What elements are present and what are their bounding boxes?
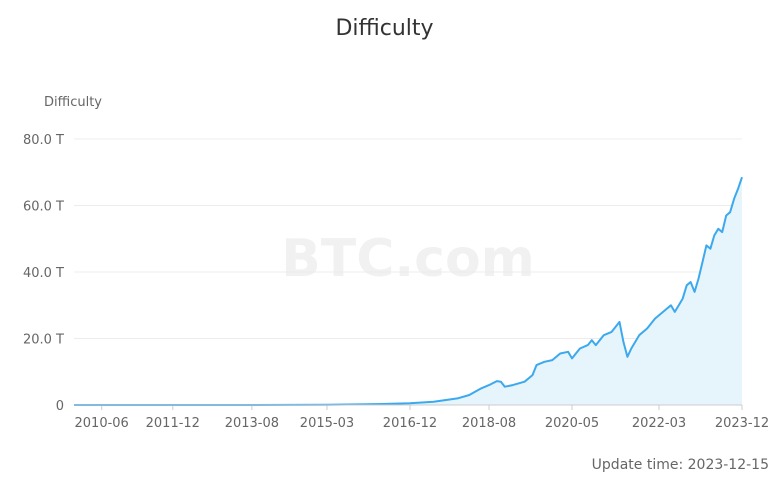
update-time-date: 2023-12-15 bbox=[687, 457, 769, 473]
y-tick-label: 60.0 T bbox=[23, 200, 64, 215]
y-axis-title: Difficulty bbox=[44, 95, 102, 110]
update-time-label: Update time: bbox=[591, 457, 684, 473]
x-tick-label: 2023-12 bbox=[715, 416, 769, 431]
difficulty-area bbox=[74, 177, 742, 405]
x-axis-ticks: 2010-06 2011-12 2013-08 2015-03 2016-12 2018-… bbox=[75, 405, 769, 431]
chart-title: Difficulty bbox=[335, 16, 434, 41]
y-tick-label: 40.0 T bbox=[23, 266, 64, 281]
grid-lines bbox=[74, 138, 742, 339]
x-tick-label: 2011-12 bbox=[146, 416, 200, 431]
x-tick-label: 2020-05 bbox=[545, 416, 599, 431]
x-tick-label: 2018-08 bbox=[462, 416, 516, 431]
difficulty-line bbox=[74, 176, 743, 406]
y-tick-label: 0 bbox=[56, 399, 64, 414]
x-tick-label: 2022-03 bbox=[632, 416, 686, 431]
y-axis-ticks: 0 20.0 T 40.0 T 60.0 T 80.0 T bbox=[23, 133, 64, 414]
watermark: BTC.com bbox=[281, 229, 535, 289]
y-tick-label: 80.0 T bbox=[23, 133, 64, 148]
x-tick-label: 2015-03 bbox=[300, 416, 354, 431]
update-time: Update time: 2023-12-15 bbox=[592, 457, 769, 473]
x-tick-label: 2013-08 bbox=[225, 416, 279, 431]
x-tick-label: 2010-06 bbox=[75, 416, 129, 431]
x-tick-label: 2016-12 bbox=[383, 416, 437, 431]
y-tick-label: 20.0 T bbox=[23, 333, 64, 348]
